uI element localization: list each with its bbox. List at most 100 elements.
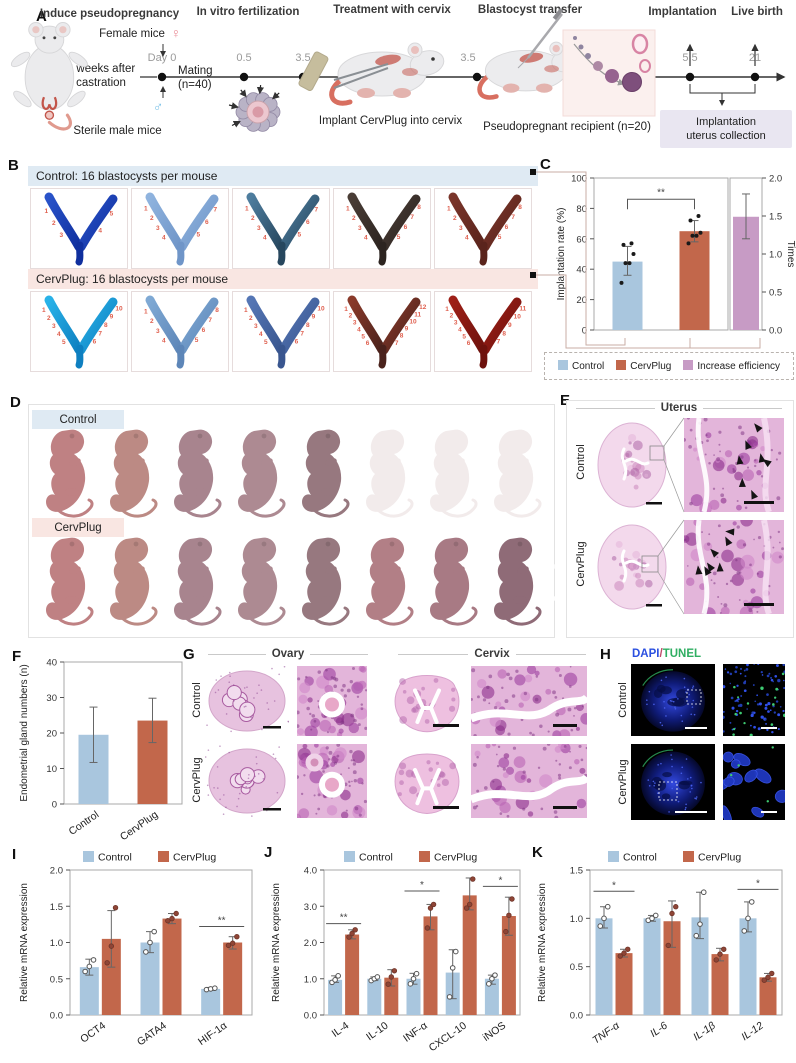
panel-d-label: D (10, 394, 21, 411)
timeline-tick-35a: 3.5 (295, 52, 311, 64)
svg-text:2: 2 (450, 313, 454, 320)
svg-text:iNOS: iNOS (481, 1020, 508, 1044)
svg-text:9: 9 (508, 322, 512, 329)
g-control-cervix-overview (387, 666, 467, 736)
svg-text:*: * (756, 878, 760, 889)
svg-text:OCT4: OCT4 (78, 1020, 108, 1046)
svg-text:0.5: 0.5 (50, 974, 63, 985)
panel-a-label: A (36, 8, 47, 25)
mrna-chart-j: 0.0 1.0 2.0 3.0 4.0 Relative mRNA expression *… (264, 846, 528, 1063)
svg-text:1.5: 1.5 (769, 212, 782, 223)
h-control-overview (631, 664, 715, 736)
mouse-icon (329, 42, 445, 106)
legend-swatch (683, 360, 694, 370)
svg-text:2: 2 (150, 215, 154, 222)
timeline-tick-21: 21 (748, 52, 762, 64)
svg-text:**: ** (218, 916, 226, 927)
step-title-blastocyst: Blastocyst transfer (477, 4, 583, 16)
svg-text:1: 1 (245, 206, 249, 213)
svg-text:7: 7 (98, 330, 102, 337)
h-title: DAPI/TUNEL (632, 648, 701, 660)
svg-text:1: 1 (346, 206, 350, 213)
e-row-label-cervplug: CervPlug (575, 541, 587, 587)
svg-text:6: 6 (366, 340, 370, 347)
step-title-induce: Induce pseudopregnancy (39, 8, 180, 20)
h-title-tunel: TUNEL (662, 648, 702, 660)
svg-text:5: 5 (264, 339, 268, 346)
svg-text:9: 9 (405, 326, 409, 333)
panel-f-label: F (12, 648, 22, 665)
svg-text:11: 11 (519, 305, 526, 312)
svg-text:Control: Control (359, 852, 393, 864)
svg-text:1.5: 1.5 (50, 902, 63, 913)
svg-text:HIF-1α: HIF-1α (196, 1020, 229, 1048)
uterus-image-cervplug-3: 1 2 3 4 5 6 7 8 9 10 11 12 (333, 291, 431, 372)
panel-g-label: G (183, 646, 195, 663)
pup-image-control-4 (294, 426, 354, 518)
svg-text:Times: Times (785, 241, 796, 268)
svg-text:1: 1 (45, 208, 49, 215)
uterus-image-cervplug-2: 1 2 3 4 5 6 7 8 9 10 (232, 291, 330, 372)
svg-text:4.0: 4.0 (304, 866, 317, 877)
panel-i-label: I (12, 846, 17, 863)
svg-text:5: 5 (110, 211, 114, 218)
mrna-chart-i: 0.0 0.5 1.0 1.5 2.0 Relative mRNA expression *… (12, 846, 262, 1063)
svg-text:**: ** (340, 913, 348, 924)
svg-text:4: 4 (263, 234, 267, 241)
pup-image-cervplug-2 (166, 534, 226, 626)
svg-text:8: 8 (215, 307, 219, 314)
step-title-implantation: Implantation (648, 6, 717, 18)
svg-text:6: 6 (295, 339, 299, 346)
svg-text:8: 8 (104, 322, 108, 329)
male-symbol: ♂ (152, 98, 164, 114)
pup-image-control-3 (230, 426, 290, 518)
d-control-header: Control (32, 410, 124, 429)
svg-text:8: 8 (306, 322, 310, 329)
svg-text:Endometrial gland numbers (n): Endometrial gland numbers (n) (19, 664, 30, 801)
step-title-livebirth: Live birth (731, 6, 783, 18)
svg-text:8: 8 (518, 204, 522, 211)
svg-text:**: ** (657, 187, 665, 198)
svg-text:5: 5 (462, 333, 466, 340)
pup-image-cervplug-3 (230, 534, 290, 626)
svg-text:8: 8 (417, 204, 421, 211)
svg-text:5: 5 (62, 339, 66, 346)
svg-text:4: 4 (162, 234, 166, 241)
h-title-slash: / (659, 648, 663, 660)
svg-text:INF-α: INF-α (401, 1020, 430, 1045)
female-symbol: ♀ (170, 25, 182, 41)
g-cervplug-ovary-overview (205, 744, 289, 818)
legend-swatch (616, 360, 627, 370)
svg-text:10: 10 (46, 764, 57, 775)
svg-text:3: 3 (358, 225, 362, 232)
svg-text:4: 4 (458, 326, 462, 333)
svg-text:3: 3 (156, 225, 160, 232)
svg-text:0.0: 0.0 (304, 1011, 317, 1022)
pup-image-cervplug-1 (102, 534, 162, 626)
svg-text:6: 6 (404, 224, 408, 231)
implant-caption: Implant CervPlug into cervix (318, 115, 463, 127)
g-cervplug-cervix-zoom (471, 744, 587, 818)
svg-text:8: 8 (400, 333, 404, 340)
pup-image-control-1 (102, 426, 162, 518)
svg-text:30: 30 (46, 693, 57, 704)
step-title-treatment: Treatment with cervix (333, 4, 451, 16)
pup-image-cervplug-5 (358, 534, 418, 626)
implantation-rate-chart: 0 20 40 60 80 100 Implantation rate (%) ** (552, 166, 738, 352)
svg-text:0: 0 (52, 800, 57, 811)
svg-text:2.0: 2.0 (304, 938, 317, 949)
svg-text:5: 5 (197, 232, 201, 239)
h-row-label-cervplug: CervPlug (617, 759, 629, 805)
svg-text:GATA4: GATA4 (135, 1020, 169, 1049)
panel-c-label: C (540, 156, 551, 173)
svg-text:CervPlug: CervPlug (434, 852, 477, 864)
endometrial-gland-chart: 0 10 20 30 40 Endometrial gland numbers (n) Co… (16, 650, 194, 850)
svg-text:1: 1 (144, 309, 148, 316)
svg-text:4: 4 (357, 326, 361, 333)
uterus-image-cervplug-0: 1 2 3 4 5 6 7 8 9 10 (30, 291, 128, 372)
